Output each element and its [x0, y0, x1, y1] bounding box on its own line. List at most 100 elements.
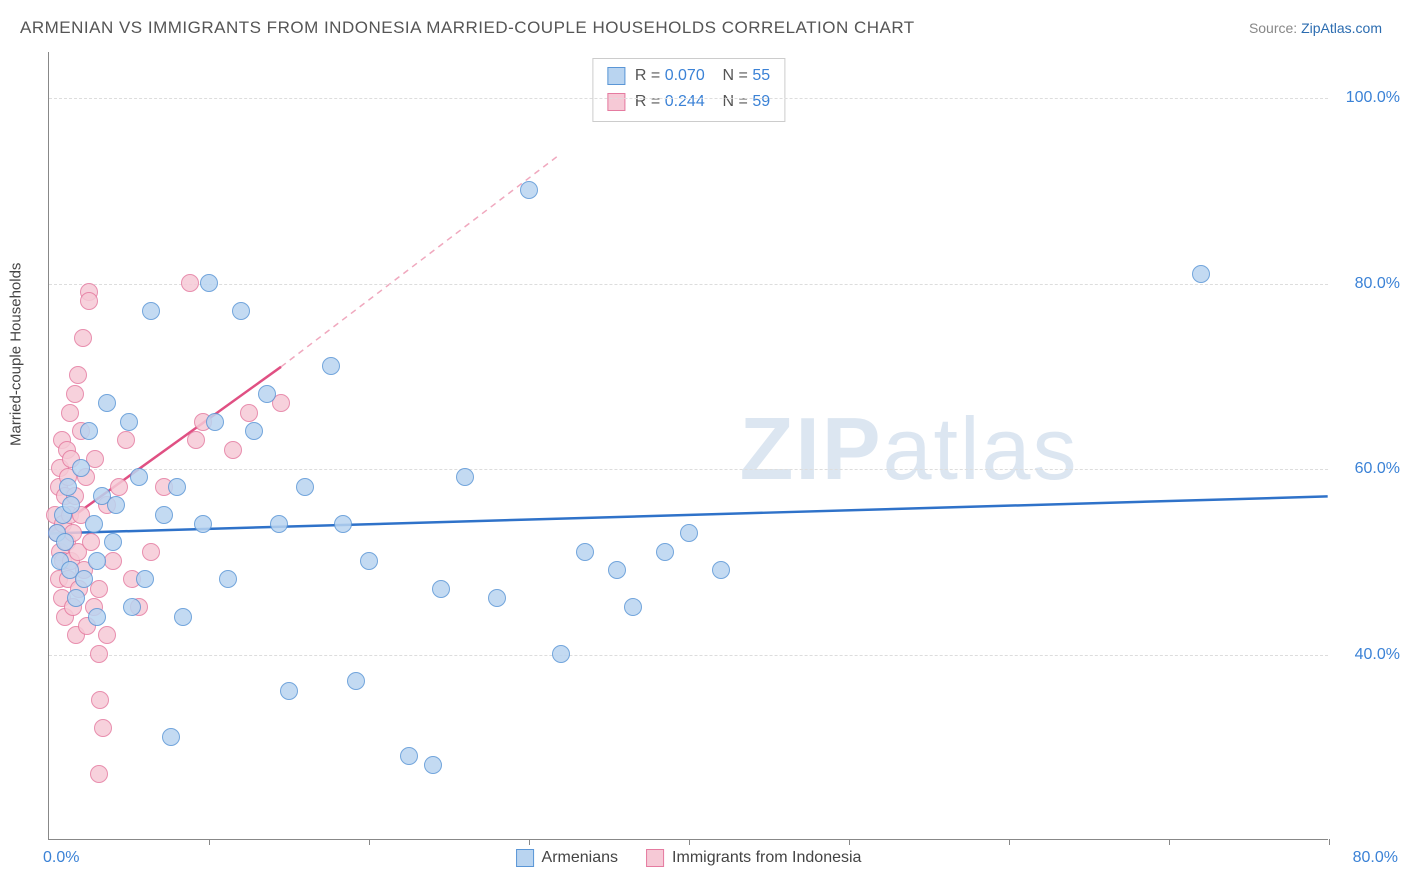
data-point: [432, 580, 450, 598]
x-tick: [1329, 839, 1330, 845]
data-point: [200, 274, 218, 292]
data-point: [90, 645, 108, 663]
x-tick: [1009, 839, 1010, 845]
y-tick-label: 80.0%: [1336, 275, 1400, 293]
data-point: [245, 422, 263, 440]
data-point: [80, 292, 98, 310]
n-label: N =: [723, 93, 748, 110]
watermark-zip: ZIP: [740, 399, 883, 498]
data-point: [56, 533, 74, 551]
corr-row-a: R = 0.070 N = 55: [607, 63, 770, 89]
data-point: [187, 431, 205, 449]
data-point: [488, 589, 506, 607]
swatch-series-b: [607, 93, 625, 111]
x-origin-label: 0.0%: [43, 849, 79, 867]
source-label: Source:: [1249, 20, 1301, 36]
y-tick-label: 60.0%: [1336, 460, 1400, 478]
plot-area: ZIPatlas R = 0.070 N = 55 R = 0.244 N = …: [48, 52, 1328, 840]
data-point: [400, 747, 418, 765]
data-point: [85, 515, 103, 533]
legend-label-b: Immigrants from Indonesia: [672, 849, 861, 867]
data-point: [520, 181, 538, 199]
x-tick: [369, 839, 370, 845]
data-point: [608, 561, 626, 579]
x-max-label: 80.0%: [1353, 849, 1398, 867]
data-point: [98, 626, 116, 644]
data-point: [1192, 265, 1210, 283]
n-value-a: 55: [752, 67, 770, 84]
gridline-h: [49, 469, 1328, 470]
source-link[interactable]: ZipAtlas.com: [1301, 20, 1382, 36]
data-point: [88, 608, 106, 626]
data-point: [334, 515, 352, 533]
data-point: [194, 515, 212, 533]
r-label: R =: [635, 93, 660, 110]
x-tick: [529, 839, 530, 845]
data-point: [270, 515, 288, 533]
legend-swatch-b: [646, 849, 664, 867]
data-point: [360, 552, 378, 570]
swatch-series-a: [607, 67, 625, 85]
data-point: [104, 533, 122, 551]
x-tick: [209, 839, 210, 845]
data-point: [120, 413, 138, 431]
data-point: [75, 570, 93, 588]
data-point: [117, 431, 135, 449]
x-tick: [849, 839, 850, 845]
bottom-legend: Armenians Immigrants from Indonesia: [516, 849, 862, 867]
watermark-atlas: atlas: [883, 399, 1079, 498]
data-point: [168, 478, 186, 496]
data-point: [123, 598, 141, 616]
data-point: [62, 496, 80, 514]
data-point: [656, 543, 674, 561]
data-point: [296, 478, 314, 496]
x-tick: [1169, 839, 1170, 845]
r-value-b: 0.244: [665, 93, 705, 110]
data-point: [142, 543, 160, 561]
data-point: [80, 422, 98, 440]
legend-item-b: Immigrants from Indonesia: [646, 849, 861, 867]
gridline-h: [49, 655, 1328, 656]
data-point: [136, 570, 154, 588]
data-point: [280, 682, 298, 700]
data-point: [67, 589, 85, 607]
corr-text-b: R = 0.244 N = 59: [635, 89, 770, 115]
data-point: [66, 385, 84, 403]
data-point: [130, 468, 148, 486]
data-point: [552, 645, 570, 663]
x-tick: [689, 839, 690, 845]
data-point: [624, 598, 642, 616]
data-point: [91, 691, 109, 709]
data-point: [680, 524, 698, 542]
data-point: [219, 570, 237, 588]
data-point: [104, 552, 122, 570]
data-point: [181, 274, 199, 292]
data-point: [224, 441, 242, 459]
source-attribution: Source: ZipAtlas.com: [1249, 20, 1382, 36]
data-point: [258, 385, 276, 403]
data-point: [162, 728, 180, 746]
data-point: [174, 608, 192, 626]
watermark: ZIPatlas: [740, 398, 1079, 500]
data-point: [712, 561, 730, 579]
data-point: [322, 357, 340, 375]
legend-swatch-a: [516, 849, 534, 867]
data-point: [82, 533, 100, 551]
data-point: [424, 756, 442, 774]
data-point: [61, 404, 79, 422]
legend-label-a: Armenians: [542, 849, 618, 867]
data-point: [88, 552, 106, 570]
data-point: [155, 506, 173, 524]
data-point: [456, 468, 474, 486]
data-point: [206, 413, 224, 431]
y-axis-title: Married-couple Households: [8, 263, 25, 446]
data-point: [576, 543, 594, 561]
data-point: [142, 302, 160, 320]
legend-item-a: Armenians: [516, 849, 618, 867]
data-point: [69, 366, 87, 384]
chart-title: ARMENIAN VS IMMIGRANTS FROM INDONESIA MA…: [20, 18, 915, 38]
gridline-h: [49, 284, 1328, 285]
data-point: [107, 496, 125, 514]
r-value-a: 0.070: [665, 67, 705, 84]
corr-row-b: R = 0.244 N = 59: [607, 89, 770, 115]
